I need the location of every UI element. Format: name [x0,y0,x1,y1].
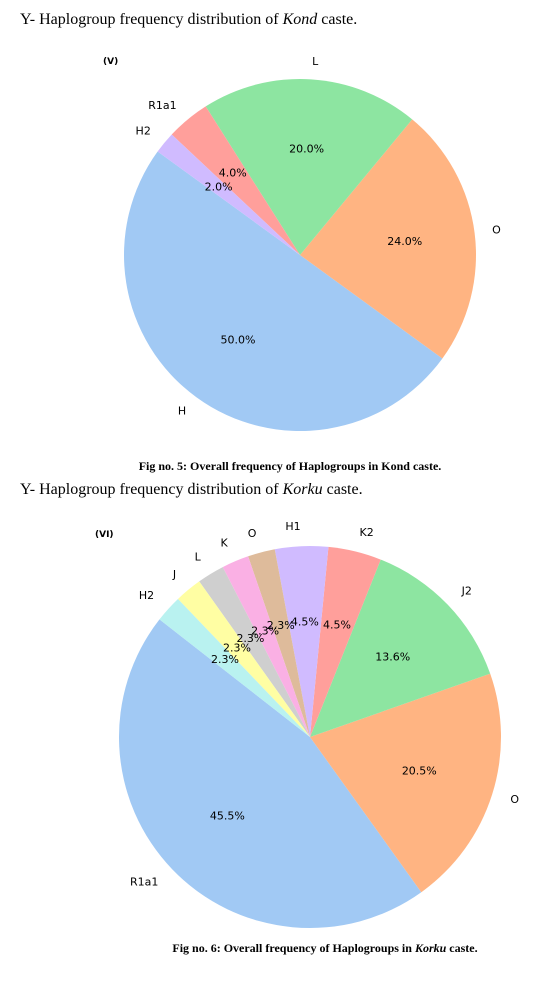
heading-part: Y- Haplogroup frequency distribution of [20,11,283,28]
heading: Y- Haplogroup frequency distribution of … [20,481,363,498]
pie-slice [159,598,310,737]
slice-label: K [221,537,229,550]
pie-slice [124,151,443,432]
pie-slice [310,559,491,737]
heading-part: caste. [317,11,357,28]
slice-label: H2 [139,589,154,602]
slice-percent: 2.3% [211,653,239,666]
pie-slice [310,546,381,737]
caption: Fig no. 6: Overall frequency of Haplogro… [172,941,477,955]
slice-percent: 4.0% [219,167,247,180]
pie-slice [205,79,413,255]
caption-part: Fig no. 6: Overall frequency of Haplogro… [172,941,415,955]
slice-percent: 2.3% [267,619,295,632]
slice-percent: 13.6% [375,651,410,664]
slice-percent: 2.0% [205,181,233,194]
caption-part: Korku [414,941,447,955]
slice-label: J2 [461,585,472,598]
panel-label: (V) [103,57,118,67]
slice-percent: 20.0% [289,143,324,156]
slice-percent: 2.3% [223,642,251,655]
slice-percent: 4.5% [323,619,351,632]
slice-percent: 4.5% [291,616,319,629]
caption: Fig no. 5: Overall frequency of Haplogro… [139,459,442,473]
slice-label: H1 [285,520,300,533]
slice-label: R1a1 [130,875,158,888]
slice-percent: 24.0% [387,235,422,248]
pie-slice [222,556,310,737]
slice-label: O [248,527,257,540]
pie [118,546,501,929]
slice-label: K2 [360,526,374,539]
heading: Y- Haplogroup frequency distribution of … [20,11,357,28]
heading-part: Kond [282,11,319,28]
pie-slice [177,581,310,737]
slice-label: L [312,55,319,68]
slice-label: O [492,224,501,237]
pie-slice [171,106,300,255]
pie-slice [300,119,476,359]
heading-part: caste. [323,481,363,498]
slice-label: H [178,405,186,418]
slice-label: J [172,568,176,581]
pie-slice [248,549,310,737]
slice-label: L [195,551,202,564]
caption-part: Fig no. 5: Overall frequency of Haplogro… [139,459,442,473]
heading-part: Y- Haplogroup frequency distribution of [20,481,283,498]
pie-slice [199,567,310,737]
slice-label: H2 [136,125,151,138]
pie-slice [274,546,329,737]
pie-slice [310,673,501,893]
panel-label: (VI) [95,530,114,540]
slice-percent: 2.3% [236,632,264,645]
slice-label: O [510,793,519,806]
pie-slice [157,134,300,255]
slice-label: R1a1 [148,99,176,112]
slice-percent: 2.3% [251,625,279,638]
slice-percent: 45.5% [210,809,245,822]
slice-percent: 20.5% [402,764,437,777]
slice-percent: 50.0% [220,333,255,346]
caption-part: caste. [446,941,477,955]
pie-slice [118,619,422,929]
pie [124,79,476,432]
heading-part: Korku [282,481,323,498]
